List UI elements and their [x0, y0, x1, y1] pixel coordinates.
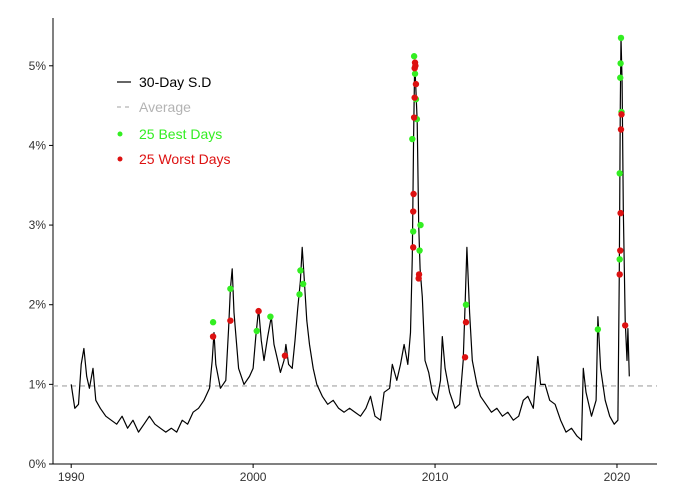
x-tick-label: 2020 — [604, 470, 631, 484]
best-day-point — [594, 326, 602, 333]
worst-day-point — [410, 190, 417, 198]
best-day-point — [617, 60, 624, 67]
best-day-point — [253, 327, 260, 335]
legend-label-best: 25 Best Days — [139, 126, 222, 142]
best-day-point — [296, 291, 303, 298]
best-day-point — [267, 313, 274, 320]
y-tick-label: 2% — [29, 298, 47, 312]
worst-day-point — [209, 333, 217, 340]
best-day-point — [297, 267, 304, 274]
y-axis-ticks: 0% 1% 2% 3% 4% 5% — [29, 59, 53, 471]
best-day-point — [616, 170, 623, 177]
worst-day-point — [410, 244, 417, 251]
best-day-point — [411, 70, 419, 77]
legend-item-best: 25 Best Days — [117, 126, 222, 142]
legend-label-sd: 30-Day S.D — [139, 74, 211, 90]
best-day-point — [409, 135, 416, 143]
x-tick-label: 2010 — [422, 470, 449, 484]
best-day-point — [617, 34, 625, 42]
y-tick-label: 0% — [29, 457, 47, 471]
worst-day-point — [621, 322, 629, 329]
worst-day-point — [410, 114, 418, 121]
best-day-point — [410, 228, 417, 235]
worst-day-point — [412, 80, 420, 88]
worst-day-point — [461, 354, 469, 361]
x-tick-label: 1990 — [58, 470, 85, 484]
legend-worst-dot — [117, 156, 123, 162]
y-tick-label: 5% — [29, 59, 47, 73]
worst-day-point — [255, 307, 262, 315]
best-day-point — [416, 247, 423, 254]
worst-day-point — [410, 208, 417, 215]
worst-day-point — [462, 319, 470, 326]
legend-label-worst: 25 Worst Days — [139, 151, 231, 167]
y-tick-label: 1% — [29, 377, 47, 391]
worst-day-point — [616, 271, 623, 278]
x-tick-label: 2000 — [240, 470, 267, 484]
best-day-point — [227, 285, 234, 292]
best-day-point — [617, 74, 624, 81]
worst-day-point — [412, 62, 419, 69]
best-day-point — [616, 256, 623, 263]
best-day-point — [209, 319, 217, 326]
worst-day-point — [281, 352, 289, 359]
best-days-points — [209, 34, 625, 335]
axes: 0% 1% 2% 3% 4% 5% 1990 2000 2010 2020 — [29, 18, 657, 484]
worst-day-point — [415, 271, 423, 278]
legend-item-average: Average — [117, 99, 191, 115]
legend: 30-Day S.D Average 25 Best Days 25 Worst… — [117, 74, 231, 167]
legend-best-dot — [117, 131, 123, 137]
worst-day-point — [227, 317, 234, 324]
y-tick-label: 4% — [29, 138, 47, 152]
worst-day-point — [617, 247, 624, 254]
worst-day-point — [411, 94, 418, 101]
legend-item-worst: 25 Worst Days — [117, 151, 231, 167]
best-day-point — [417, 221, 424, 229]
worst-day-point — [618, 111, 625, 118]
worst-day-point — [617, 209, 624, 217]
x-axis-ticks: 1990 2000 2010 2020 — [58, 464, 631, 484]
y-tick-label: 3% — [29, 218, 47, 232]
legend-label-average: Average — [139, 99, 191, 115]
best-day-point — [410, 53, 418, 60]
best-day-point — [299, 280, 307, 288]
worst-day-point — [617, 126, 625, 133]
best-day-point — [462, 301, 470, 308]
legend-item-sd: 30-Day S.D — [117, 74, 211, 90]
sd-series-line — [70, 37, 630, 441]
worst-days-points — [209, 59, 629, 361]
